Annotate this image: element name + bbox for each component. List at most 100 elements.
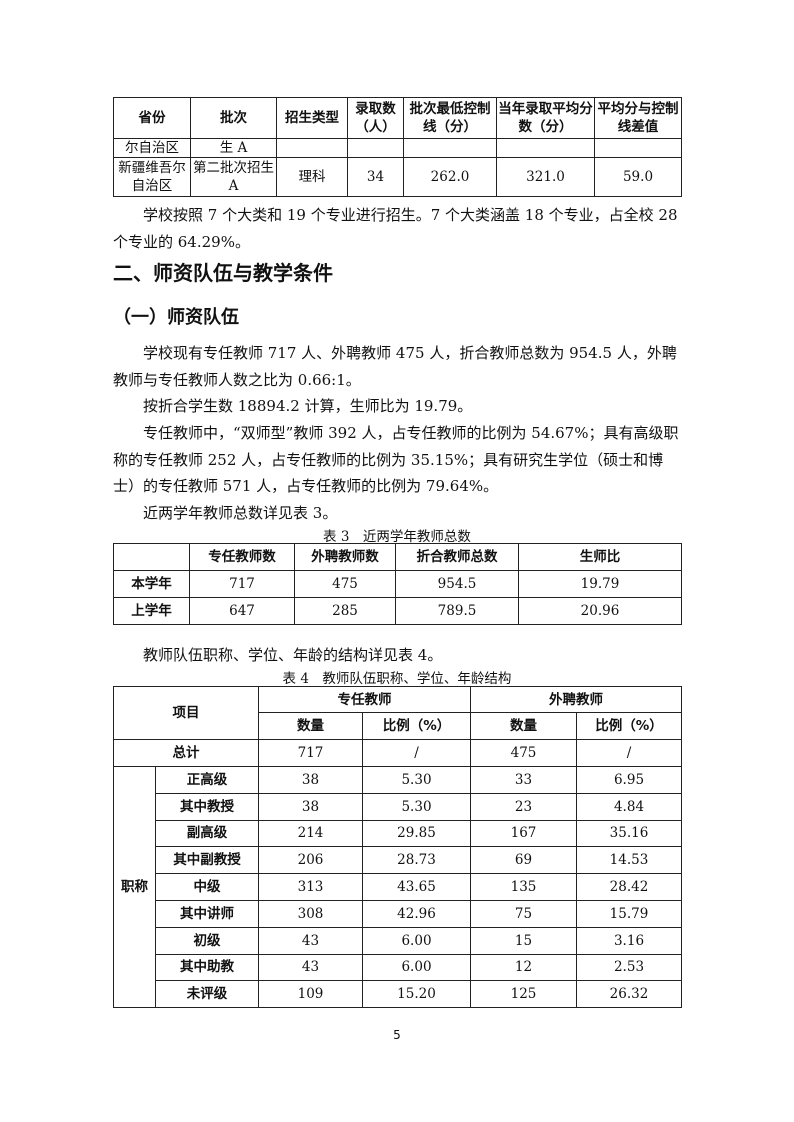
- table-row: 项目 专任教师 外聘教师: [113, 686, 682, 740]
- table-row: 职称 正高级 38 5.30 33 6.95: [113, 765, 682, 1009]
- table-cell: 新疆维吾尔自治区: [113, 157, 191, 197]
- row-header: 其中副教授: [155, 846, 259, 875]
- teacher-structure-table: 项目 专任教师 外聘教师 数量 比例（%） 数量 比例（%） 总计 717/475/职称 正高级 3…: [113, 686, 682, 1009]
- section-heading: 二、师资队伍与教学条件: [113, 261, 333, 285]
- table-cell: [403, 138, 497, 158]
- column-header: 招生类型: [276, 97, 348, 139]
- table-row: 省份 批次 招生类型 录取数（人） 批次最低控制线（分） 当年录取平均分数（分） 平均分与控…: [113, 97, 682, 139]
- column-header: 批次最低控制线（分）: [403, 97, 497, 139]
- table-cell: 43: [258, 926, 363, 955]
- category-header: 职称: [113, 765, 156, 1009]
- table-cell: 262.0: [403, 157, 497, 197]
- table-row: 副高级 214 29.85 167 35.16: [114, 819, 682, 848]
- table-cell: [276, 138, 348, 158]
- column-header: 平均分与控制线差值: [594, 97, 682, 139]
- table-cell: 59.0: [594, 157, 682, 197]
- table-cell: 26.32: [576, 980, 682, 1009]
- column-header: 专任教师数: [189, 543, 295, 571]
- table-cell: 717: [189, 570, 295, 598]
- column-header: 项目: [113, 686, 259, 740]
- column-header: 折合教师总数: [395, 543, 519, 571]
- table-row: 中级 313 43.65 135 28.42: [114, 873, 682, 901]
- table-cell: 28.42: [576, 873, 682, 901]
- table-cell: 38: [258, 766, 363, 794]
- column-header: 专任教师: [258, 686, 471, 713]
- column-header: 比例（%）: [576, 712, 682, 740]
- row-header: 中级: [155, 873, 259, 901]
- table-cell: 321.0: [496, 157, 595, 197]
- table-cell: 135: [470, 873, 577, 901]
- table-cell: 6.95: [576, 766, 682, 794]
- row-header: 上学年: [113, 597, 190, 625]
- column-header: 比例（%）: [362, 712, 471, 740]
- table-row: 尔自治区生 A: [113, 138, 682, 158]
- table-cell: 尔自治区: [113, 138, 191, 158]
- table-cell: 42.96: [362, 899, 471, 928]
- table-cell: 43: [258, 953, 363, 982]
- table-row: 其中助教 43 6.00 12 2.53: [114, 953, 682, 982]
- table-cell: 38: [258, 792, 363, 821]
- table-cell: 313: [258, 873, 363, 901]
- table-cell: 308: [258, 899, 363, 928]
- table-cell: 35.16: [576, 819, 682, 848]
- table-cell: 647: [189, 597, 295, 625]
- table-row: 总计 717/475/: [113, 739, 682, 767]
- table-row: 其中教授 38 5.30 23 4.84: [114, 792, 682, 821]
- table-cell: 43.65: [362, 873, 471, 901]
- column-header: [113, 543, 190, 571]
- table-cell: 214: [258, 819, 363, 848]
- table-cell: 生 A: [190, 138, 277, 158]
- table-cell: [496, 138, 595, 158]
- table-cell: 2.53: [576, 953, 682, 982]
- table-cell: [594, 138, 682, 158]
- table-cell: 954.5: [395, 570, 519, 598]
- table-cell: 69: [470, 846, 577, 875]
- column-header: 当年录取平均分数（分）: [496, 97, 595, 139]
- table4-caption: 表 4 教师队伍职称、学位、年龄结构: [282, 671, 512, 687]
- column-header: 外聘教师数: [294, 543, 396, 571]
- column-header: 外聘教师: [470, 686, 682, 713]
- teacher-total-table: 专任教师数 外聘教师数 折合教师总数 生师比 本学年 717 475 954.5 19.79 上学…: [113, 543, 682, 625]
- table-cell: /: [576, 739, 682, 767]
- table-cell: 23: [470, 792, 577, 821]
- table-cell: 15.79: [576, 899, 682, 928]
- table-cell: 285: [294, 597, 396, 625]
- table-cell: /: [362, 739, 471, 767]
- table-cell: 33: [470, 766, 577, 794]
- column-header: 省份: [113, 97, 191, 139]
- paragraph: 学校现有专任教师 717 人、外聘教师 475 人，折合教师总数为 954.5 …: [113, 344, 677, 389]
- table-cell: 15: [470, 926, 577, 955]
- table-cell: 理科: [276, 157, 348, 197]
- table-row: 专任教师数 外聘教师数 折合教师总数 生师比: [113, 543, 682, 571]
- paragraph-table4: 教师队伍职称、学位、年龄的结构详见表 4。: [143, 646, 443, 664]
- table-row: 其中副教授 206 28.73 69 14.53: [114, 846, 682, 875]
- table-cell: 125: [470, 980, 577, 1009]
- row-header: 其中讲师: [155, 899, 259, 928]
- row-header: 初级: [155, 926, 259, 955]
- table-row: 本学年 717 475 954.5 19.79: [113, 570, 682, 598]
- table-cell: 206: [258, 846, 363, 875]
- table-cell: 14.53: [576, 846, 682, 875]
- table-cell: 34: [347, 157, 404, 197]
- row-header: 未评级: [155, 980, 259, 1009]
- row-header: 总计: [113, 739, 259, 767]
- table-cell: 5.30: [362, 766, 471, 794]
- row-header: 其中教授: [155, 792, 259, 821]
- subsection-heading: （一）师资队伍: [113, 307, 239, 328]
- table-cell: 28.73: [362, 846, 471, 875]
- paragraph-majors: 学校按照 7 个大类和 19 个专业进行招生。7 个大类涵盖 18 个专业，占全…: [113, 206, 678, 251]
- row-header: 其中助教: [155, 953, 259, 982]
- table-cell: 109: [258, 980, 363, 1009]
- table-cell: 3.16: [576, 926, 682, 955]
- row-header: 副高级: [155, 819, 259, 848]
- column-header: 数量: [470, 712, 577, 740]
- table-cell: 15.20: [362, 980, 471, 1009]
- table-row: 新疆维吾尔自治区 第二批次招生 A 理科 34 262.0 321.0 59.0: [113, 157, 682, 197]
- table-cell: 6.00: [362, 926, 471, 955]
- paragraph: 按折合学生数 18894.2 计算，生师比为 19.79。: [143, 397, 473, 415]
- column-header: 批次: [190, 97, 277, 139]
- table3-caption: 表 3 近两学年教师总数: [323, 529, 471, 545]
- table-cell: 29.85: [362, 819, 471, 848]
- table-cell: 475: [294, 570, 396, 598]
